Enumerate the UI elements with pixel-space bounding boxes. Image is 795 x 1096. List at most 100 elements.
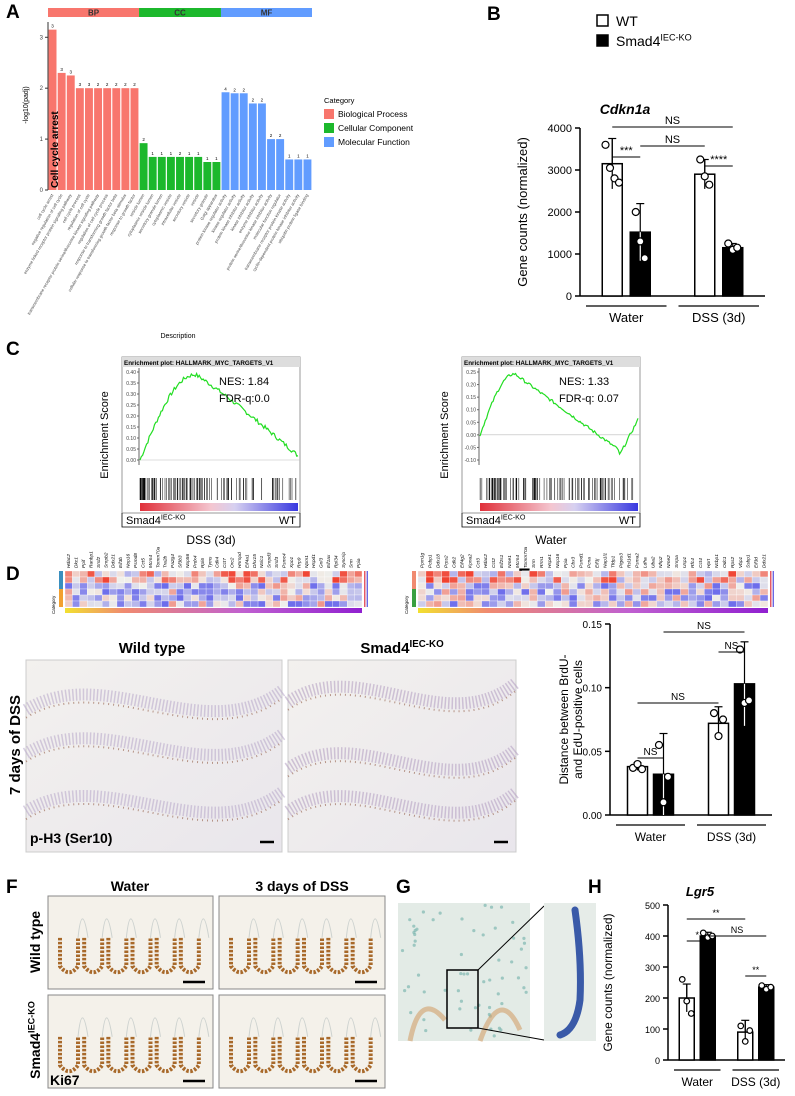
heatmap-cell <box>696 588 705 596</box>
gene-label: Ranbp1 <box>88 551 94 568</box>
heatmap-cell <box>191 600 199 608</box>
heatmap-cell <box>101 582 110 590</box>
heatmap-cell <box>425 576 435 584</box>
heatmap-cell <box>553 600 562 608</box>
heatmap-cell <box>489 570 498 578</box>
heatmap-cell <box>751 594 761 602</box>
heatmap-cell <box>584 576 594 584</box>
heatmap-cell <box>109 588 118 596</box>
nucleus <box>522 986 526 990</box>
heatmap-cell <box>425 588 435 596</box>
heatmap-cell <box>302 600 311 608</box>
bar <box>248 103 257 190</box>
heatmap-cell <box>576 600 586 608</box>
nucleus <box>497 1026 501 1030</box>
villus <box>345 918 357 938</box>
heatmap-cell <box>346 582 355 590</box>
nucleus <box>460 917 464 921</box>
crypt <box>106 1036 129 1074</box>
heatmap-cell <box>513 570 522 578</box>
heatmap-cell <box>257 594 266 602</box>
x-tick-label: Water <box>609 310 644 325</box>
heatmap-cell <box>608 600 618 608</box>
legend-label: Molecular Function <box>338 137 410 147</box>
y-axis-label: Gene counts (normalized) <box>515 137 530 287</box>
heatmap-cell <box>153 570 162 578</box>
bar <box>121 88 130 190</box>
heatmap-cell <box>339 570 348 578</box>
heatmap-cell <box>198 588 207 596</box>
heatmap-cell <box>688 576 697 584</box>
heatmap-cell <box>280 576 288 584</box>
gene-label: Rps2 <box>730 556 736 568</box>
fdr-label: FDR-q:0.0 <box>219 393 270 405</box>
heatmap-cell <box>131 582 140 590</box>
gene-label: Srsf3 <box>274 556 280 568</box>
heatmap-cell <box>339 582 348 590</box>
heatmap-cell <box>513 576 522 584</box>
data-point <box>709 709 719 718</box>
y-tick-label: 300 <box>645 963 660 973</box>
heatmap-cell <box>168 570 177 578</box>
micrograph-bg <box>287 659 517 853</box>
heatmap-cell <box>473 594 482 602</box>
heatmap-cell <box>481 594 490 602</box>
gene-label: Pcbp1 <box>428 554 434 568</box>
gene-label: Nop56 <box>185 554 191 568</box>
heatmap-cell <box>354 570 363 578</box>
bar <box>239 93 248 190</box>
bar <box>139 143 148 190</box>
heatmap-cell <box>640 576 649 584</box>
heatmap-cell <box>213 588 222 596</box>
micrograph <box>284 659 520 853</box>
villus <box>101 918 113 938</box>
heatmap-cell <box>441 594 450 602</box>
heatmap-cell <box>720 588 729 596</box>
heatmap-cell <box>101 588 110 596</box>
villus <box>272 1017 284 1037</box>
heatmap-cell <box>309 576 318 584</box>
data-point <box>696 155 705 164</box>
bar-count: 2 <box>279 133 282 138</box>
data-point <box>744 696 754 705</box>
heatmap-cell <box>161 594 170 602</box>
panel-letter: D <box>6 564 20 585</box>
x-tick-label: DSS (3d) <box>731 1075 780 1089</box>
heatmap-cell <box>146 570 155 578</box>
heatmap-cell <box>109 594 118 602</box>
heatmap-cell <box>433 588 443 596</box>
x-tick-label: Water <box>635 830 667 844</box>
heatmap-cell <box>339 588 348 596</box>
heatmap-cell <box>632 594 641 602</box>
heatmap-cell <box>600 576 610 584</box>
heatmap-cell <box>537 582 546 590</box>
y-tick-label: 3000 <box>548 165 572 177</box>
column-label: 3 days of DSS <box>255 878 348 894</box>
nucleus <box>459 999 464 1003</box>
heatmap-cell <box>250 588 259 596</box>
heatmap-cell <box>317 600 326 608</box>
heatmap-cell <box>743 570 753 578</box>
heatmap-cell <box>176 570 184 578</box>
heatmap-cell <box>168 594 177 602</box>
heatmap-cell <box>759 600 769 608</box>
enrichment-curve <box>479 372 639 456</box>
heatmap-cell <box>728 582 737 590</box>
column-label-sup: IEC-KO <box>410 639 445 650</box>
column-label: Smad4IEC-KO <box>360 639 444 657</box>
heatmap-cell <box>228 570 236 578</box>
y-tick-label: 0.10 <box>466 408 476 414</box>
heatmap-cell <box>324 570 333 578</box>
rank-left-label-sup: IEC-KO <box>501 514 526 522</box>
y-tick-label: 3 <box>40 35 44 41</box>
heatmap-cell <box>568 582 578 590</box>
micrograph <box>218 994 386 1089</box>
heatmap-cell <box>600 594 610 602</box>
heatmap-cell <box>568 576 578 584</box>
gene-label: Ppm1g <box>420 552 426 568</box>
heatmap-cell <box>592 570 602 578</box>
panel-letter: H <box>588 877 602 898</box>
rank-left-label: Smad4IEC-KO <box>466 514 526 527</box>
heatmap-cell <box>139 570 147 578</box>
